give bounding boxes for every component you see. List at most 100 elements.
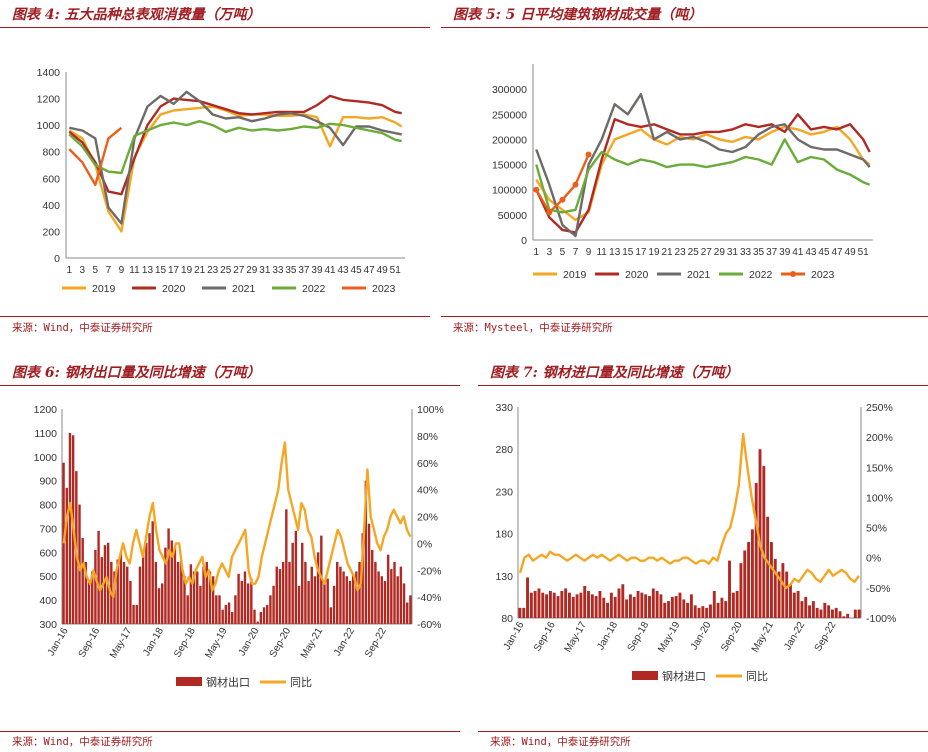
x-tick-label: 39 — [311, 265, 323, 276]
y-tick-label: 330 — [495, 402, 513, 414]
y-tick-label: 600 — [42, 173, 60, 185]
bar-钢材出口 — [374, 561, 377, 624]
x-tick-label: Jan-20 — [689, 620, 714, 652]
bar-钢材出口 — [323, 583, 326, 624]
x-tick-label: Jan-18 — [141, 626, 166, 658]
y-tick-label: 400 — [42, 200, 60, 212]
chart-5-source: 来源：Mysteel，中泰证券研究所 — [453, 322, 613, 334]
bar-钢材出口 — [129, 581, 132, 624]
bar-钢材进口 — [609, 592, 613, 618]
bar-钢材出口 — [336, 561, 339, 624]
x-tick-label: 27 — [233, 265, 245, 276]
series-point-2023 — [559, 196, 566, 203]
y-tick-label: 80 — [501, 613, 513, 625]
bar-钢材进口 — [587, 590, 590, 618]
bar-钢材出口 — [313, 576, 317, 624]
bar-钢材进口 — [545, 594, 549, 618]
bar-钢材出口 — [383, 581, 387, 624]
x-tick-label: May-19 — [656, 620, 682, 655]
chart-4-title: 图表 4: 五大品种总表观消费量（万吨） — [0, 4, 430, 28]
bar-钢材出口 — [100, 557, 103, 624]
x-tick-label: 15 — [155, 265, 167, 276]
y2-tick-label: 0% — [866, 553, 881, 565]
bar-钢材出口 — [84, 561, 88, 624]
y2-tick-label: 250% — [866, 402, 893, 414]
y-tick-label: 900 — [39, 476, 57, 488]
bar-钢材出口 — [215, 595, 218, 624]
bar-钢材出口 — [402, 583, 406, 624]
bar-钢材出口 — [406, 602, 409, 624]
bar-钢材进口 — [678, 592, 682, 618]
x-tick-label: 21 — [194, 265, 206, 276]
bar-钢材进口 — [773, 558, 777, 618]
bar-钢材进口 — [522, 607, 526, 618]
bar-钢材进口 — [724, 601, 728, 618]
bar-钢材进口 — [552, 592, 556, 618]
series-line-2022 — [68, 120, 402, 175]
bar-钢材进口 — [651, 588, 655, 618]
chart-4-source: 来源：Wind，中泰证券研究所 — [12, 322, 153, 334]
y2-tick-label: -20% — [417, 565, 442, 577]
bar-钢材进口 — [632, 596, 636, 618]
bar-钢材进口 — [701, 606, 705, 618]
bar-钢材进口 — [777, 571, 781, 618]
bar-钢材进口 — [529, 592, 533, 618]
bar-钢材出口 — [266, 604, 269, 624]
x-tick-label: 13 — [609, 247, 621, 258]
x-tick-label: 49 — [845, 247, 857, 258]
bar-钢材出口 — [180, 559, 183, 624]
legend-label-2019: 2019 — [92, 283, 116, 295]
y-tick-label: 700 — [39, 523, 57, 535]
bar-钢材进口 — [617, 588, 621, 618]
y-tick-label: 150000 — [492, 160, 527, 172]
x-tick-label: 1 — [66, 265, 72, 276]
bar-钢材出口 — [256, 621, 259, 624]
bar-钢材出口 — [281, 561, 285, 624]
bar-钢材出口 — [399, 566, 403, 624]
bar-钢材进口 — [689, 594, 693, 618]
bar-钢材出口 — [97, 530, 100, 624]
legend-label-钢材出口: 钢材出口 — [206, 675, 250, 689]
bar-钢材出口 — [224, 604, 228, 624]
x-tick-label: Sep-22 — [813, 620, 839, 654]
y-tick-label: 1200 — [37, 94, 61, 106]
bar-钢材出口 — [157, 588, 161, 624]
bar-钢材进口 — [537, 588, 541, 618]
bar-钢材进口 — [808, 605, 811, 618]
chart-7-svg: 330 280 230 180 130 80 250% 200% 150% 100% 50% 0% -5… — [495, 402, 896, 683]
bar-钢材出口 — [396, 576, 399, 624]
bar-钢材进口 — [792, 592, 796, 618]
legend-label-2021: 2021 — [687, 269, 711, 281]
series-line-2020 — [535, 113, 871, 234]
legend-swatch-钢材进口 — [632, 671, 658, 680]
bar-钢材进口 — [800, 601, 804, 618]
x-tick-label: 11 — [596, 247, 607, 258]
bar-钢材进口 — [827, 605, 831, 618]
bar-钢材出口 — [358, 561, 361, 624]
chart-7-source-rule — [478, 731, 928, 732]
chart-6-svg: 1200 1100 1000 900 800 700 600 500 400 300 100% 80%… — [34, 404, 444, 689]
bar-钢材进口 — [602, 597, 606, 618]
bar-钢材进口 — [769, 542, 773, 618]
x-tick-label: Sep-16 — [532, 620, 558, 654]
y-tick-label: 280 — [495, 444, 513, 456]
x-tick-label: 37 — [766, 247, 778, 258]
bar-钢材进口 — [590, 594, 594, 618]
bar-钢材出口 — [91, 571, 94, 624]
y-tick-label: 50000 — [498, 210, 527, 222]
panel-chart-6: 图表 6: 钢材出口量及同比增速（万吨） 1200 1100 1000 900 800 7… — [0, 362, 460, 752]
bar-钢材出口 — [132, 604, 135, 624]
bar-钢材出口 — [113, 571, 116, 624]
bar-钢材进口 — [564, 588, 568, 618]
bar-钢材进口 — [556, 596, 560, 618]
bar-钢材进口 — [644, 594, 648, 618]
y-tick-label: 1000 — [34, 452, 58, 464]
bar-钢材出口 — [380, 576, 383, 624]
y2-tick-label: 80% — [417, 431, 438, 443]
bar-钢材出口 — [119, 552, 123, 624]
bar-钢材出口 — [103, 545, 107, 624]
x-tick-label: May-19 — [203, 626, 229, 661]
bar-钢材出口 — [227, 602, 231, 624]
bar-钢材出口 — [231, 612, 234, 624]
bar-钢材出口 — [297, 585, 301, 624]
